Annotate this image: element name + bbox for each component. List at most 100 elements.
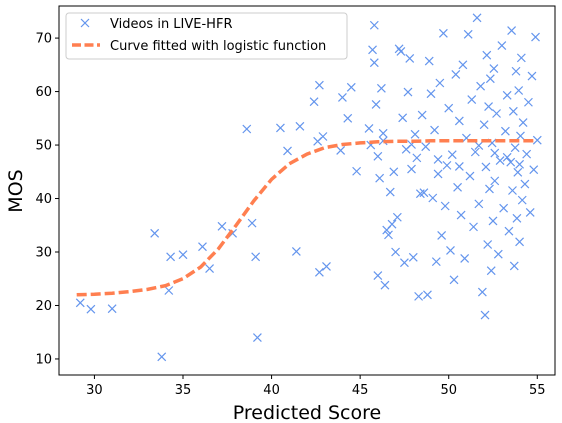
data-point	[529, 165, 539, 175]
y-axis-label: MOS	[5, 169, 27, 212]
data-point	[514, 86, 524, 95]
x-tick-label: 50	[440, 383, 457, 398]
data-point	[472, 13, 482, 23]
data-point	[314, 80, 324, 90]
data-point	[346, 82, 356, 92]
data-point	[394, 44, 404, 54]
plot-frame	[58, 5, 556, 376]
data-point	[458, 60, 468, 70]
y-tick-label: 10	[35, 352, 52, 367]
data-point	[385, 187, 395, 197]
data-point	[433, 155, 443, 164]
data-point	[510, 143, 520, 153]
data-point	[371, 99, 381, 109]
data-point	[495, 156, 505, 165]
data-point	[107, 304, 117, 314]
data-point	[426, 89, 436, 99]
data-point	[291, 247, 301, 256]
data-point	[525, 208, 535, 217]
data-point	[507, 26, 517, 36]
data-point	[520, 179, 530, 189]
data-point	[513, 167, 523, 177]
scatter-points	[75, 13, 542, 362]
data-point	[518, 118, 528, 128]
data-point	[508, 106, 518, 116]
data-point	[343, 113, 353, 123]
data-point	[242, 124, 252, 134]
data-point	[489, 64, 499, 73]
data-point	[314, 267, 324, 277]
data-point	[428, 193, 438, 203]
data-point	[431, 257, 441, 267]
data-point	[454, 116, 464, 126]
data-point	[502, 152, 512, 162]
data-point	[516, 131, 525, 141]
data-point	[414, 291, 424, 301]
data-point	[400, 258, 409, 268]
data-point	[511, 66, 521, 76]
data-point	[387, 219, 397, 229]
x-tick-label: 45	[352, 383, 369, 398]
data-point	[338, 93, 347, 102]
data-point	[500, 126, 510, 136]
x-tick-label: 30	[86, 383, 103, 398]
fitted-curve	[76, 139, 538, 297]
data-point	[251, 252, 261, 262]
data-point	[492, 109, 501, 118]
data-point	[515, 159, 524, 169]
data-point	[524, 97, 533, 107]
data-point	[166, 252, 176, 262]
data-point	[456, 210, 466, 220]
data-point	[376, 83, 386, 93]
data-point	[437, 230, 447, 240]
data-point	[490, 176, 500, 186]
data-point	[465, 171, 475, 181]
data-point	[440, 201, 450, 211]
data-point	[509, 261, 519, 271]
data-point	[419, 188, 429, 198]
data-point	[430, 125, 439, 135]
legend: Videos in LIVE-HFR Curve fitted with log…	[65, 12, 348, 60]
data-point	[375, 173, 385, 183]
data-point	[405, 53, 415, 63]
data-point	[398, 113, 408, 123]
data-point	[373, 151, 383, 161]
data-point	[369, 58, 379, 68]
data-point	[309, 97, 319, 107]
data-point	[352, 166, 362, 176]
fitted-curve-layer	[76, 139, 538, 297]
data-point	[336, 145, 346, 155]
data-point	[403, 87, 413, 97]
data-point	[438, 28, 448, 38]
data-point	[378, 136, 388, 146]
data-point	[75, 298, 85, 308]
data-point	[474, 141, 484, 151]
data-point	[380, 280, 390, 290]
x-tick-label: 35	[175, 383, 192, 398]
data-point	[481, 162, 491, 172]
y-tick-label: 60	[35, 85, 52, 100]
data-point	[389, 167, 399, 177]
data-point	[442, 160, 452, 170]
data-point	[157, 352, 167, 362]
data-point	[150, 228, 160, 238]
data-point	[407, 164, 416, 174]
x-axis-ticks: 30 35 40 45 50 55	[86, 375, 546, 398]
data-point	[451, 70, 461, 79]
data-point	[396, 47, 406, 56]
data-point	[178, 250, 188, 260]
data-point	[527, 71, 537, 81]
data-point	[421, 142, 431, 152]
data-point	[502, 90, 512, 100]
data-point	[424, 56, 434, 66]
data-point	[283, 146, 292, 156]
data-point	[412, 153, 422, 163]
data-point	[508, 186, 517, 195]
data-point	[247, 218, 257, 228]
data-point	[497, 41, 507, 50]
legend-box	[65, 12, 348, 60]
data-point	[373, 271, 383, 280]
data-point	[198, 242, 207, 252]
y-tick-label: 70	[35, 32, 52, 47]
data-point	[531, 32, 540, 42]
